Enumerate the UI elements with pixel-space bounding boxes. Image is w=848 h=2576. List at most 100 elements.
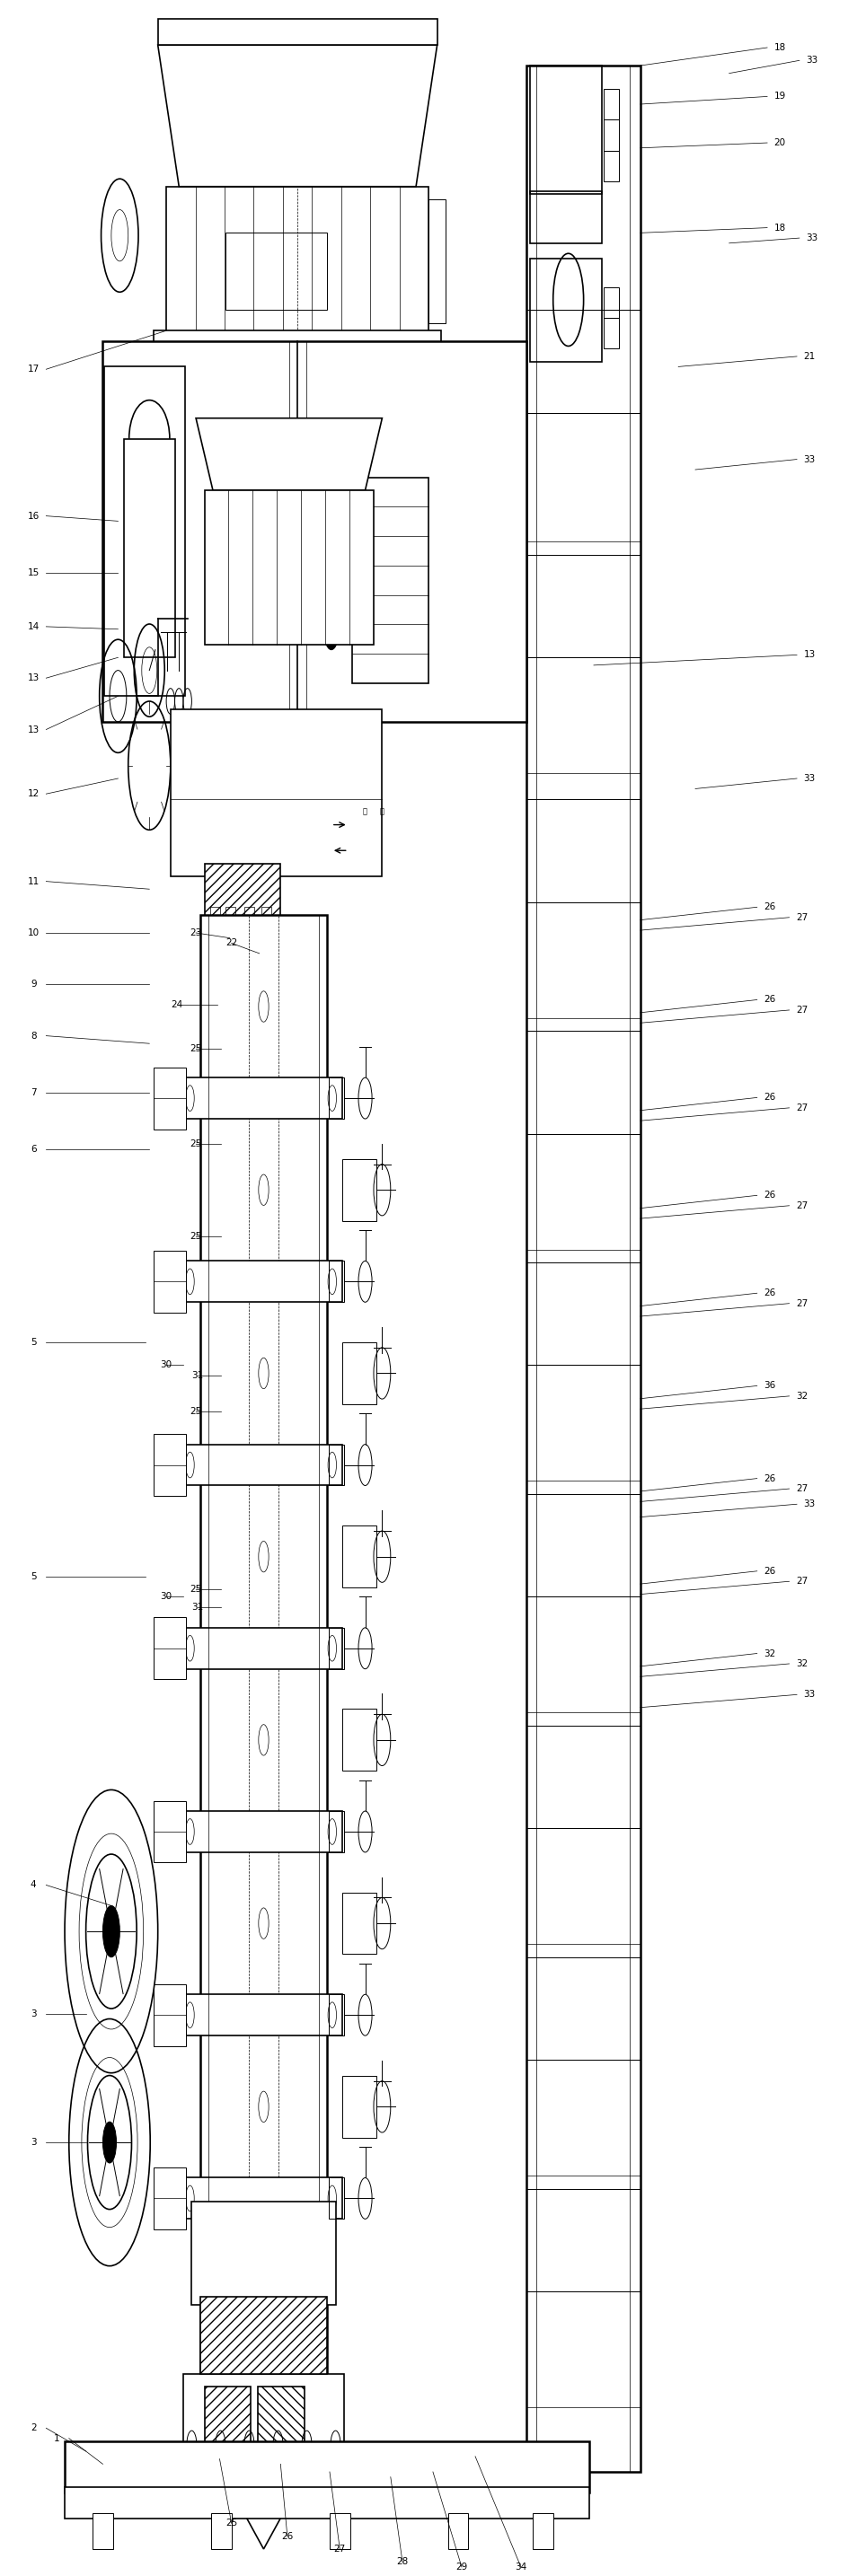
Bar bbox=[153, 1252, 186, 1311]
Text: 10: 10 bbox=[27, 927, 39, 938]
Bar bbox=[603, 118, 618, 149]
Text: 33: 33 bbox=[803, 1499, 815, 1510]
Bar bbox=[185, 2177, 342, 2218]
Bar bbox=[187, 2465, 339, 2512]
Text: 22: 22 bbox=[226, 938, 237, 948]
Bar bbox=[328, 1077, 343, 1118]
Text: 13: 13 bbox=[27, 672, 39, 683]
Bar bbox=[153, 1801, 186, 1862]
Text: 16: 16 bbox=[27, 513, 39, 520]
Text: 21: 21 bbox=[803, 353, 815, 361]
Bar bbox=[342, 1893, 376, 1955]
Bar bbox=[170, 708, 382, 876]
Text: 27: 27 bbox=[333, 2545, 345, 2553]
Text: 30: 30 bbox=[160, 1360, 172, 1370]
Text: 17: 17 bbox=[27, 366, 39, 374]
Text: 13: 13 bbox=[803, 649, 815, 659]
Text: 13: 13 bbox=[27, 724, 39, 734]
Bar bbox=[185, 1994, 342, 2035]
Bar bbox=[124, 438, 175, 657]
Text: 27: 27 bbox=[795, 1200, 807, 1211]
Bar bbox=[342, 2076, 376, 2138]
Bar bbox=[204, 489, 373, 644]
Text: 33: 33 bbox=[803, 456, 815, 464]
Bar bbox=[536, 64, 629, 2473]
Bar bbox=[211, 2514, 232, 2550]
Bar bbox=[226, 232, 326, 309]
Text: 26: 26 bbox=[763, 1566, 775, 1577]
Bar bbox=[526, 1030, 639, 1133]
Text: 8: 8 bbox=[31, 1030, 36, 1041]
Text: 粒: 粒 bbox=[363, 809, 367, 817]
Text: 12: 12 bbox=[27, 788, 39, 799]
Text: 25: 25 bbox=[190, 1043, 202, 1054]
Bar bbox=[92, 2514, 113, 2550]
Text: 26: 26 bbox=[763, 1288, 775, 1298]
Bar bbox=[526, 64, 639, 2473]
Text: 26: 26 bbox=[763, 1092, 775, 1103]
Text: 26: 26 bbox=[763, 1190, 775, 1200]
Text: 27: 27 bbox=[795, 912, 807, 922]
Bar bbox=[185, 1262, 342, 1301]
Text: 2: 2 bbox=[31, 2424, 36, 2432]
Text: 18: 18 bbox=[773, 44, 785, 52]
Bar bbox=[342, 1708, 376, 1770]
Bar bbox=[530, 64, 601, 193]
Bar bbox=[192, 2202, 335, 2306]
Bar bbox=[210, 907, 220, 933]
Bar bbox=[185, 1445, 342, 1486]
Polygon shape bbox=[158, 44, 437, 185]
Bar bbox=[526, 309, 639, 412]
Text: 24: 24 bbox=[171, 999, 183, 1010]
Bar bbox=[533, 2514, 553, 2550]
Bar bbox=[200, 914, 326, 2383]
Bar bbox=[64, 2488, 589, 2519]
Bar bbox=[258, 2388, 304, 2460]
Text: 20: 20 bbox=[773, 139, 785, 147]
Bar bbox=[342, 1159, 376, 1221]
Text: 14: 14 bbox=[27, 623, 39, 631]
Circle shape bbox=[103, 2123, 116, 2164]
Text: 料: 料 bbox=[380, 809, 384, 817]
Bar bbox=[104, 366, 185, 696]
Text: 23: 23 bbox=[190, 927, 202, 938]
Text: 25: 25 bbox=[190, 1231, 202, 1242]
Text: 27: 27 bbox=[795, 1298, 807, 1309]
Text: 19: 19 bbox=[773, 93, 785, 100]
Bar bbox=[158, 18, 437, 44]
Bar bbox=[153, 1435, 186, 1497]
Text: 3: 3 bbox=[31, 2138, 36, 2146]
Text: 27: 27 bbox=[795, 1005, 807, 1015]
Text: 36: 36 bbox=[763, 1381, 775, 1391]
Bar bbox=[329, 2514, 349, 2550]
Bar bbox=[185, 1077, 342, 1118]
Bar bbox=[318, 379, 343, 471]
Circle shape bbox=[322, 598, 339, 649]
Bar bbox=[226, 2465, 301, 2512]
Text: 26: 26 bbox=[763, 1473, 775, 1484]
Bar bbox=[153, 330, 441, 366]
Text: 33: 33 bbox=[806, 234, 817, 242]
Bar bbox=[328, 1262, 343, 1301]
Text: 34: 34 bbox=[515, 2563, 527, 2571]
Bar bbox=[526, 554, 639, 657]
Bar bbox=[279, 412, 315, 469]
Bar bbox=[603, 286, 618, 317]
Text: 30: 30 bbox=[160, 1592, 172, 1602]
Bar bbox=[526, 1958, 639, 2061]
Text: 25: 25 bbox=[190, 1406, 202, 1417]
Bar bbox=[153, 1618, 186, 1680]
Text: 1: 1 bbox=[53, 2434, 59, 2442]
Bar bbox=[200, 2298, 326, 2375]
Bar bbox=[217, 958, 268, 1010]
Bar bbox=[103, 340, 526, 721]
Text: 6: 6 bbox=[31, 1144, 36, 1154]
Text: 27: 27 bbox=[795, 1103, 807, 1113]
Bar bbox=[603, 88, 618, 118]
Bar bbox=[526, 1262, 639, 1365]
Text: 31: 31 bbox=[192, 1370, 204, 1381]
Bar bbox=[183, 2375, 343, 2473]
Text: 4: 4 bbox=[31, 1880, 36, 1891]
Bar bbox=[153, 1984, 186, 2045]
Bar bbox=[64, 2442, 589, 2494]
